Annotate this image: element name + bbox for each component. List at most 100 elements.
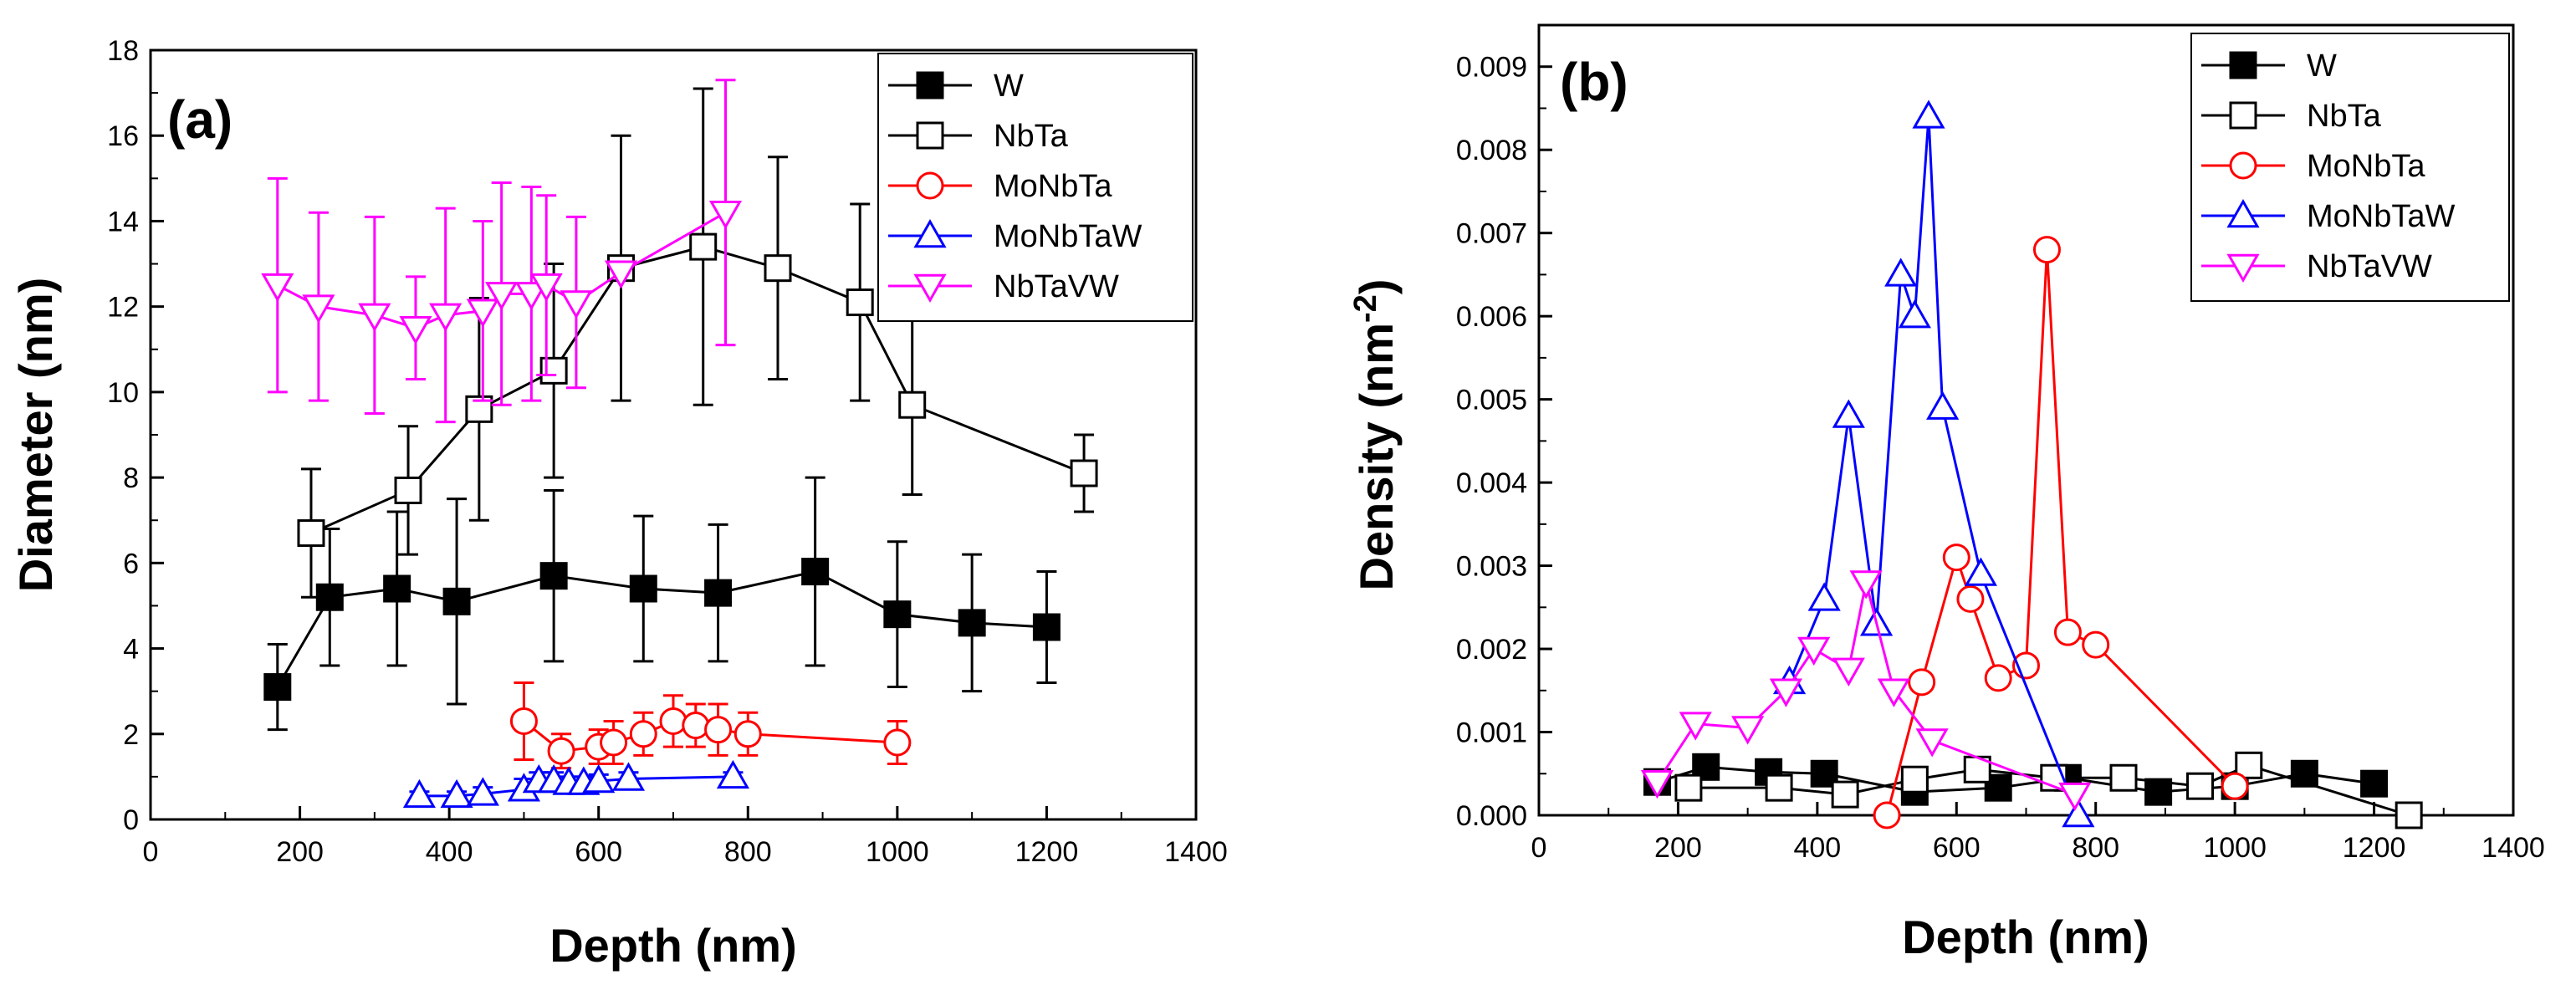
panel-a-point-w xyxy=(629,574,657,603)
panel-a-point-monbta xyxy=(629,720,657,748)
panel-b-y-tick-label: 0.007 xyxy=(1456,218,1527,250)
panel-a-x-tick-label: 1000 xyxy=(866,836,929,868)
panel-b-point-monbtaw xyxy=(2062,798,2095,828)
panel-b-series-nbtavw xyxy=(1640,570,2092,812)
panel-a-legend-label: NbTaVW xyxy=(994,269,1119,304)
panel-b-y-axis-title-superscript: -2 xyxy=(1348,294,1383,323)
panel-a-legend: W NbTa MoNbTa MoNbTaW NbTaVW xyxy=(877,53,1193,322)
panel-a-point-nbta xyxy=(1070,459,1098,487)
panel-b-point-nbta xyxy=(2109,763,2138,792)
panel-b-y-tick-label: 0.001 xyxy=(1456,717,1527,749)
panel-a-point-nbtavw xyxy=(429,303,463,332)
panel-b-point-monbtaw xyxy=(1912,100,1945,129)
panel-b-y-tick-label: 0.005 xyxy=(1456,385,1527,416)
panel-b-x-tick-label: 1000 xyxy=(2203,832,2267,864)
panel-b-y-axis-title-main: Density (nm xyxy=(1350,323,1403,591)
panel-b-y-tick-label: 0.006 xyxy=(1456,301,1527,333)
panel-b-y-tick-label: 0.000 xyxy=(1456,800,1527,832)
panel-b-x-tick-label: 1400 xyxy=(2481,832,2545,864)
panel-b-point-monbta xyxy=(2032,236,2061,264)
panel-a-x-tick-label: 600 xyxy=(575,836,622,868)
panel-a-y-tick-label: 8 xyxy=(123,462,139,494)
panel-a-point-w xyxy=(883,600,912,629)
plot-a-series xyxy=(261,79,1098,809)
panel-b-point-w xyxy=(1810,759,1838,788)
panel-a-point-nbtavw xyxy=(485,282,519,311)
panel-b-point-nbtavw xyxy=(1797,636,1831,666)
panel-a-y-tick-label: 10 xyxy=(107,377,139,409)
plot-b-series xyxy=(1640,100,2423,829)
panel-a-point-monbta xyxy=(733,720,762,748)
panel-a-x-tick-label: 800 xyxy=(724,836,772,868)
panel-b-y-tick-label: 0.008 xyxy=(1456,135,1527,166)
panel-b-point-monbta xyxy=(1956,584,1985,613)
panel-b-legend-label: MoNbTaW xyxy=(2307,199,2455,234)
panel-a-x-tick-label: 1400 xyxy=(1164,836,1228,868)
panel-a-point-nbtavw xyxy=(514,282,548,311)
panel-b-y-tick-label: 0.002 xyxy=(1456,634,1527,666)
panel-a-x-axis-title: Depth (nm) xyxy=(549,919,797,972)
panel-b-legend-entry-monbta: MoNbTa xyxy=(2201,149,2425,184)
panel-a-point-monbtaw xyxy=(582,763,616,794)
panel-a-point-nbtavw xyxy=(399,315,432,345)
panel-a-point-nbtavw xyxy=(261,273,294,303)
panel-b-point-nbta xyxy=(1831,780,1859,809)
panel-b-point-monbta xyxy=(1873,801,1901,829)
panel-b-label: (b) xyxy=(1560,52,1628,112)
panel-a-point-nbtavw xyxy=(466,299,499,328)
panel-b-legend-marker xyxy=(2226,198,2260,228)
panel-a-y-tick-label: 18 xyxy=(107,35,139,67)
panel-a-point-nbtavw xyxy=(560,290,593,319)
panel-a-point-monbta xyxy=(547,737,575,765)
panel-b-series-w xyxy=(1643,753,2389,806)
panel-a-y-tick-label: 4 xyxy=(123,634,139,666)
panel-a-legend-label: NbTa xyxy=(994,119,1069,154)
panel-a-label: (a) xyxy=(167,89,233,150)
panel-a-point-nbta xyxy=(764,254,792,283)
panel-a-series-nbta xyxy=(297,87,1098,599)
panel-a-legend-entry-w: W xyxy=(888,69,1024,104)
panel-a-y-tick-label: 2 xyxy=(123,719,139,751)
panel-b-point-nbtavw xyxy=(1849,570,1883,600)
panel-b-point-nbtavw xyxy=(1769,678,1802,707)
panel-a-legend-marker xyxy=(916,71,944,100)
panel-a-point-w xyxy=(539,562,568,590)
panel-b-x-tick-label: 1200 xyxy=(2343,832,2406,864)
panel-a-y-tick-label: 6 xyxy=(123,548,139,579)
panel-b-point-monbta xyxy=(1984,664,2012,692)
panel-b-legend-marker xyxy=(2229,101,2257,130)
panel-b-point-nbta xyxy=(1900,765,1929,794)
panel-b-point-monbta xyxy=(1942,544,1970,572)
panel-a-x-tick-label: 200 xyxy=(276,836,324,868)
panel-a-legend-marker xyxy=(913,273,947,304)
panel-a-point-monbtaw xyxy=(466,777,499,806)
plot-a-ticks: 0 200 400 600 800 1000 1200 1400 0 2 4 6 8 10 12 14 16 18 xyxy=(107,35,1228,868)
panel-a-point-w xyxy=(315,583,344,611)
panel-b-x-tick-label: 600 xyxy=(1933,832,1981,864)
panel-a-legend-entry-nbta: NbTa xyxy=(888,119,1069,154)
panel-a-point-nbtavw xyxy=(708,200,743,230)
panel-a-legend-entry-monbtaw: MoNbTaW xyxy=(888,218,1142,254)
panel-a-x-tick-label: 400 xyxy=(426,836,473,868)
panel-a-point-w xyxy=(958,609,986,637)
panel-a-x-tick-label: 0 xyxy=(143,836,159,868)
panel-b-legend-label: NbTaVW xyxy=(2307,249,2432,284)
panel-b-point-nbta xyxy=(2395,801,2423,829)
panel-b-point-nbtavw xyxy=(1640,769,1674,799)
panel-a-point-nbtavw xyxy=(302,294,335,324)
panel-b-density-chart: 0 200 400 600 800 1000 1200 1400 0.000 0.001 0.002… xyxy=(1348,23,2545,963)
panel-a-point-nbta xyxy=(898,390,927,419)
panel-a-y-tick-label: 14 xyxy=(107,206,139,237)
panel-b-point-monbtaw xyxy=(1898,299,1931,329)
panel-a-point-monbtaw xyxy=(440,778,473,809)
panel-b-point-monbtaw xyxy=(1832,399,1865,428)
panel-a-point-nbta xyxy=(394,476,422,504)
panel-b-series-line-nbtavw xyxy=(1656,582,2076,796)
panel-b-series-monbta xyxy=(1873,236,2249,829)
panel-a-point-nbta xyxy=(846,288,874,317)
panel-b-y-axis-title: Density (nm-2) xyxy=(1348,279,1403,591)
panel-a-x-tick-label: 1200 xyxy=(1015,836,1079,868)
panel-b-point-monbtaw xyxy=(1884,258,1918,287)
panel-b-legend: W NbTa MoNbTa MoNbTaW NbTaVW xyxy=(2190,33,2510,302)
